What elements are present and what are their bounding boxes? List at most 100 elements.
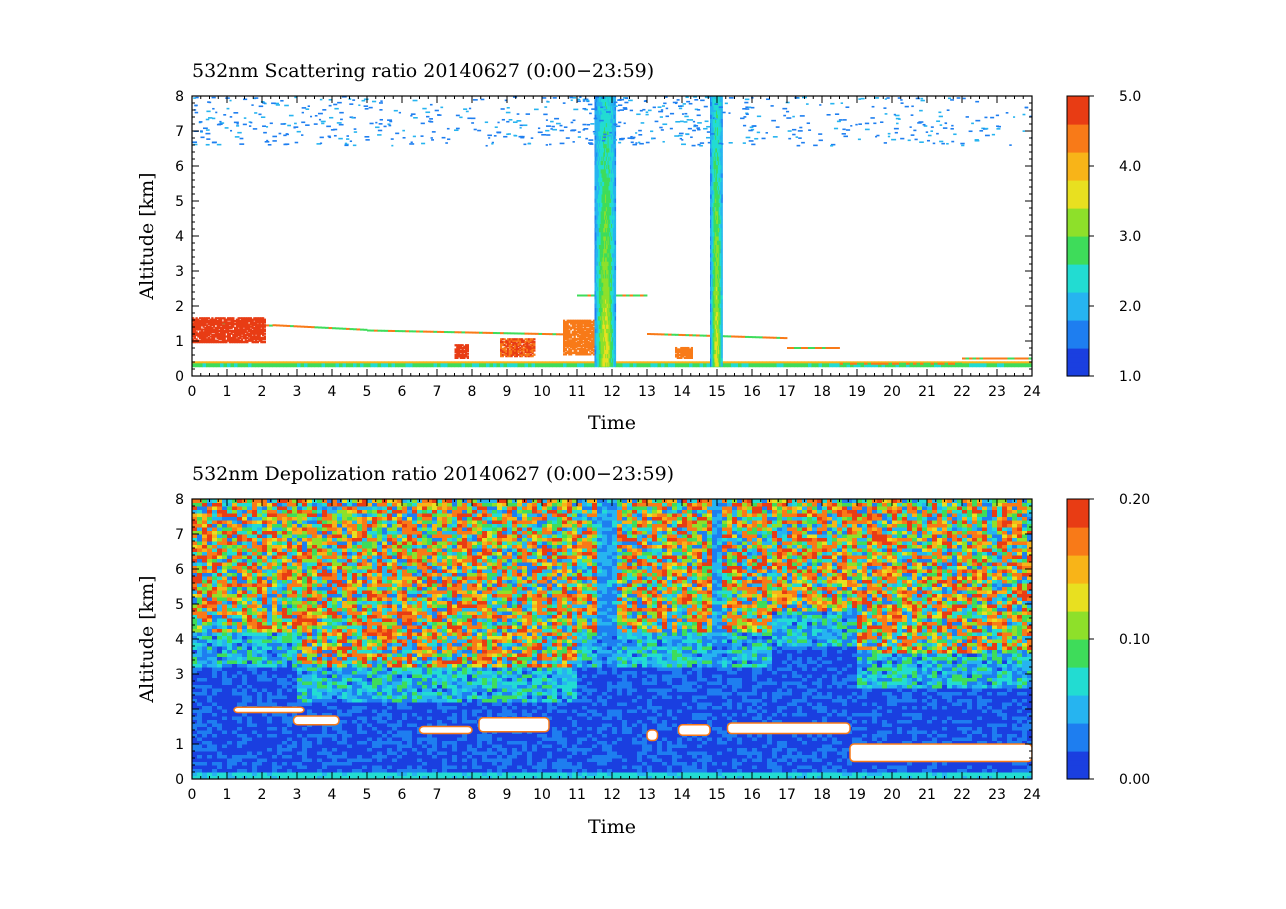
cloud-column-cell <box>609 156 611 161</box>
surface-layer-edge <box>342 361 347 364</box>
cloud-column-cell <box>604 173 606 178</box>
noise-speckle <box>559 129 565 132</box>
cloud-column-cell <box>600 236 603 241</box>
surface-layer-cell <box>636 362 641 368</box>
cloud-column-cell <box>612 265 614 271</box>
cloud-column-cell <box>714 96 716 98</box>
aerosol-cell <box>193 328 196 331</box>
cloud-column-cell <box>601 353 603 359</box>
cloud-column-cell <box>717 282 719 287</box>
cloud-column-cell <box>718 290 721 296</box>
cloud-column-cell <box>613 152 616 157</box>
cloud-column-cell <box>600 345 603 350</box>
aerosol-cell <box>592 333 595 336</box>
surface-layer-cell <box>986 362 991 368</box>
boundary-layer-contour <box>290 325 294 328</box>
aerosol-cell <box>501 355 504 358</box>
noise-speckle <box>997 125 1002 128</box>
cloud-column-cell <box>607 181 610 187</box>
noise-speckle <box>352 99 356 101</box>
aerosol-cell <box>227 322 230 326</box>
aerosol-cell <box>258 325 261 328</box>
cloud-column-cell <box>602 299 604 304</box>
aerosol-cell <box>263 328 266 331</box>
aerosol-cell <box>521 339 524 342</box>
cloud-column-cell <box>594 244 596 250</box>
noise-speckle <box>530 137 534 139</box>
cloud-column-cell <box>721 106 723 111</box>
cloud-column-cell <box>596 324 598 329</box>
aerosol-cell <box>682 351 685 354</box>
cloud-column-cell <box>614 223 617 229</box>
cloud-column-cell <box>607 173 610 178</box>
aerosol-cell <box>529 345 532 348</box>
cloud-column-cell <box>610 236 612 241</box>
cloud-column-cell <box>596 194 598 199</box>
aerosol-cell <box>563 321 566 324</box>
surface-layer-edge <box>430 361 434 364</box>
aerosol-cell <box>685 346 688 350</box>
cloud-column-cell <box>714 303 716 308</box>
aerosol-cell <box>683 353 686 357</box>
cloud-column-cell <box>612 324 614 329</box>
surface-layer-cell <box>444 362 448 368</box>
cloud-column-cell <box>603 101 605 107</box>
boundary-layer-contour <box>1000 357 1005 360</box>
noise-speckle <box>467 117 472 120</box>
cloud-column-cell <box>612 290 614 296</box>
aerosol-cell <box>458 344 461 347</box>
cloud-column-cell <box>718 148 721 153</box>
cloud-column-cell <box>609 311 611 317</box>
cloud-column-cell <box>595 299 597 304</box>
boundary-layer-contour <box>934 362 938 365</box>
aerosol-cell <box>459 355 462 358</box>
boundary-layer-contour <box>839 362 844 365</box>
cloud-column-cell <box>602 202 604 208</box>
cloud-column-cell <box>717 164 719 170</box>
cloud-column-cell <box>715 341 717 346</box>
aerosol-cell <box>248 320 251 323</box>
surface-layer-edge <box>958 361 963 364</box>
cloud-column-cell <box>597 299 599 304</box>
aerosol-cell <box>202 336 205 340</box>
aerosol-cell <box>461 351 464 354</box>
cloud-column-cell <box>720 206 722 212</box>
cloud-column-cell <box>712 316 715 321</box>
boundary-layer-contour <box>643 294 648 297</box>
aerosol-cell <box>564 336 567 339</box>
aerosol-cell <box>242 334 245 337</box>
aerosol-cell <box>255 327 258 330</box>
noise-speckle <box>623 108 628 110</box>
cloud-column-cell <box>607 97 610 103</box>
surface-layer-cell <box>409 362 413 368</box>
aerosol-cell <box>563 336 566 339</box>
aerosol-cell <box>580 319 583 322</box>
cloud-column-cell <box>598 328 600 334</box>
cloud-column-cell <box>717 303 719 308</box>
cloud-column-cell <box>614 211 617 216</box>
aerosol-cell <box>197 334 200 337</box>
aerosol-cell <box>221 339 224 342</box>
aerosol-cell <box>566 343 569 346</box>
cloud-column-cell <box>715 332 717 338</box>
cloud-column-cell <box>612 274 615 279</box>
aerosol-cell <box>221 331 224 334</box>
cloud-column-cell <box>710 160 712 166</box>
aerosol-cell <box>199 332 202 335</box>
cloud-column-cell <box>612 211 614 216</box>
cloud-column-cell <box>608 190 610 195</box>
cloud-column-cell <box>610 101 612 107</box>
cloud-column-cell <box>596 106 598 111</box>
boundary-layer-contour <box>822 347 826 349</box>
aerosol-cell <box>585 321 588 324</box>
cloud-column-cell <box>604 341 606 346</box>
aerosol-cell <box>200 334 203 337</box>
cloud-column-cell <box>614 236 617 241</box>
surface-layer-cell <box>384 362 389 368</box>
cloud-column-cell <box>597 232 599 237</box>
cloud-column-cell <box>710 353 712 359</box>
cloud-column-cell <box>718 97 721 103</box>
cloud-column-cell <box>607 169 610 174</box>
aerosol-cell <box>227 325 230 328</box>
aerosol-cell <box>564 337 567 341</box>
